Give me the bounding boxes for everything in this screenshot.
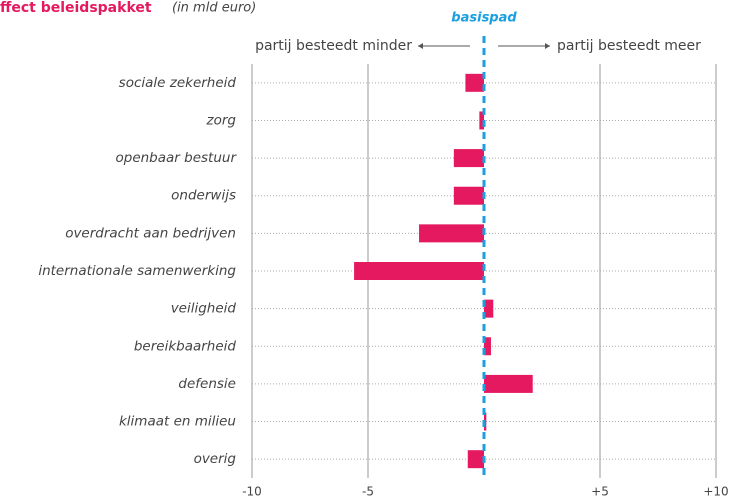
x-tick-label: -10 [242, 485, 262, 499]
x-tick-label: -5 [362, 485, 374, 499]
bar [354, 262, 484, 280]
y-tick-label: openbaar bestuur [115, 150, 237, 166]
right-note: partij besteedt meer [557, 38, 701, 54]
bar [419, 224, 484, 243]
y-tick-label: overdracht aan bedrijven [65, 225, 236, 241]
arrowhead-left [418, 43, 423, 49]
x-tick-label: +5 [591, 485, 609, 499]
bar [467, 450, 484, 469]
bar [465, 73, 484, 92]
left-note: partij besteedt minder [255, 38, 412, 54]
bar [479, 111, 484, 130]
y-tick-label: klimaat en milieu [119, 414, 236, 430]
x-tick-label: +10 [703, 485, 728, 499]
y-tick-label: overig [194, 451, 237, 467]
y-tick-label: zorg [206, 112, 237, 128]
y-tick-label: bereikbaarheid [134, 338, 237, 354]
bar [453, 186, 484, 205]
chart-title: ffect beleidspakket [0, 0, 152, 16]
bar [453, 149, 484, 168]
y-tick-label: onderwijs [171, 188, 236, 204]
y-tick-label: sociale zekerheid [119, 75, 237, 91]
y-tick-label: veiligheid [171, 301, 237, 317]
reference-label: basispad [451, 11, 517, 26]
y-tick-label: defensie [178, 376, 236, 392]
y-tick-label: internationale samenwerking [38, 263, 236, 279]
bar [484, 299, 494, 318]
bar [484, 374, 533, 393]
arrowhead-right [545, 43, 550, 49]
chart-subtitle: (in mld euro) [172, 1, 256, 16]
bar [484, 337, 491, 356]
